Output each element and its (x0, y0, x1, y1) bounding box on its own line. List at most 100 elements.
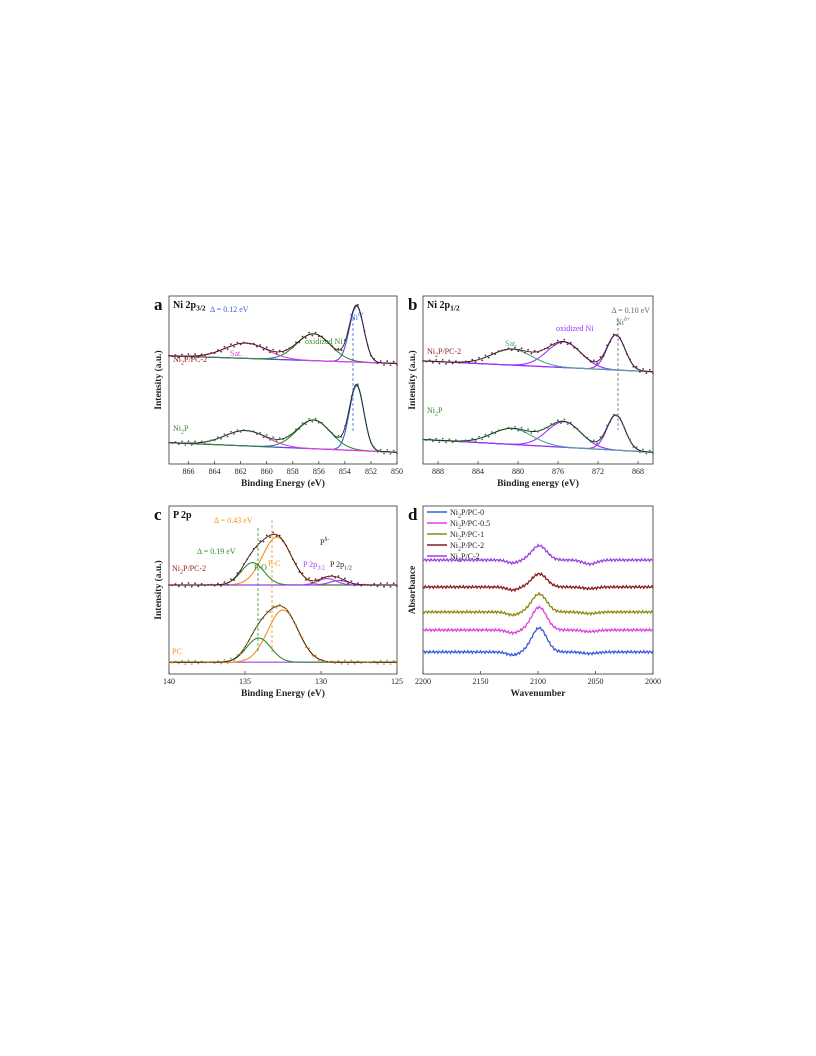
data-point (487, 435, 490, 438)
spectrum-line (422, 605, 654, 636)
data-point (265, 534, 268, 537)
data-point (174, 660, 177, 663)
data-point (484, 433, 487, 436)
data-point (317, 421, 320, 424)
legend: Ni2P/PC-0Ni2P/PC-0.5Ni2P/PC-1Ni2P/PC-2Ni… (427, 508, 490, 564)
data-point (583, 354, 585, 357)
data-point (308, 577, 310, 579)
data-point (376, 362, 379, 365)
data-point (517, 350, 520, 353)
data-point (200, 583, 203, 585)
data-point (340, 349, 343, 352)
data-point (246, 429, 249, 432)
data-point (392, 659, 395, 662)
data-point (239, 570, 242, 572)
annotation: Niδ+​ (616, 317, 631, 327)
data-point (432, 440, 434, 443)
data-point (288, 347, 291, 349)
data-point (422, 360, 424, 362)
data-point (246, 342, 249, 345)
data-point (537, 430, 539, 433)
data-point (625, 433, 628, 435)
data-point (370, 354, 372, 357)
spectrum-line (422, 543, 654, 567)
data-point (481, 359, 483, 362)
data-point (524, 431, 526, 434)
data-point (291, 619, 294, 621)
data-point (648, 449, 651, 452)
data-point (389, 452, 392, 455)
annotation: Pδ-​ (320, 537, 329, 547)
data-point (217, 349, 219, 351)
data-point (629, 358, 631, 361)
data-point (259, 618, 262, 621)
annotation: Ni2P/PC-2 (172, 564, 206, 576)
data-point (252, 547, 255, 550)
data-point (210, 352, 213, 354)
annotation: Ni2P (173, 424, 189, 436)
data-point (171, 661, 174, 664)
data-point (357, 303, 359, 306)
data-point (570, 421, 572, 424)
annotation: PC (172, 647, 182, 656)
data-point (168, 661, 170, 664)
annotation: Δ = 0.43 eV (214, 516, 253, 525)
data-point (464, 439, 467, 442)
annotation: P-C (268, 559, 280, 568)
data-point (386, 449, 389, 451)
data-point (181, 353, 183, 356)
data-point (337, 575, 340, 577)
data-point (230, 578, 232, 580)
data-point (331, 660, 333, 663)
data-point (256, 433, 258, 436)
x-axis-label: Binding Energy (eV) (241, 688, 325, 699)
spectrum-line (422, 626, 654, 658)
data-point (337, 659, 340, 662)
data-point (243, 341, 245, 344)
data-point (625, 352, 628, 355)
data-point (265, 434, 268, 436)
data-point (543, 348, 546, 350)
data-point (340, 579, 343, 582)
data-point (243, 647, 245, 649)
data-point (194, 353, 197, 356)
data-point (350, 313, 353, 316)
data-point (438, 441, 441, 444)
annotation: Δ = 0.19 eV (197, 547, 236, 556)
data-point (556, 339, 559, 342)
data-point (207, 353, 210, 355)
data-point (304, 423, 307, 426)
data-point (207, 584, 210, 586)
data-point (593, 359, 595, 362)
annotation: Niδ+​ (350, 312, 365, 322)
data-point (360, 662, 363, 664)
data-point (321, 658, 323, 661)
data-point (386, 360, 389, 363)
y-axis-label: Absorbance (408, 566, 418, 615)
data-point (177, 585, 180, 588)
data-point (278, 603, 281, 606)
data-point (174, 583, 177, 585)
data-point (213, 662, 216, 664)
data-point (520, 347, 523, 350)
data-point (321, 576, 323, 579)
data-point (379, 448, 382, 451)
data-point (451, 441, 454, 444)
data-point (474, 440, 477, 442)
data-point (501, 349, 503, 352)
data-point (652, 372, 654, 374)
data-point (272, 348, 275, 351)
data-point (171, 584, 174, 587)
data-point (438, 362, 441, 365)
data-point (501, 429, 503, 431)
data-point (527, 348, 529, 351)
data-point (308, 647, 310, 650)
data-point (272, 531, 275, 534)
data-point (344, 577, 346, 580)
data-point (301, 572, 304, 574)
data-point (366, 344, 369, 347)
data-point (389, 663, 392, 665)
data-point (468, 361, 470, 364)
data-point (422, 438, 424, 441)
